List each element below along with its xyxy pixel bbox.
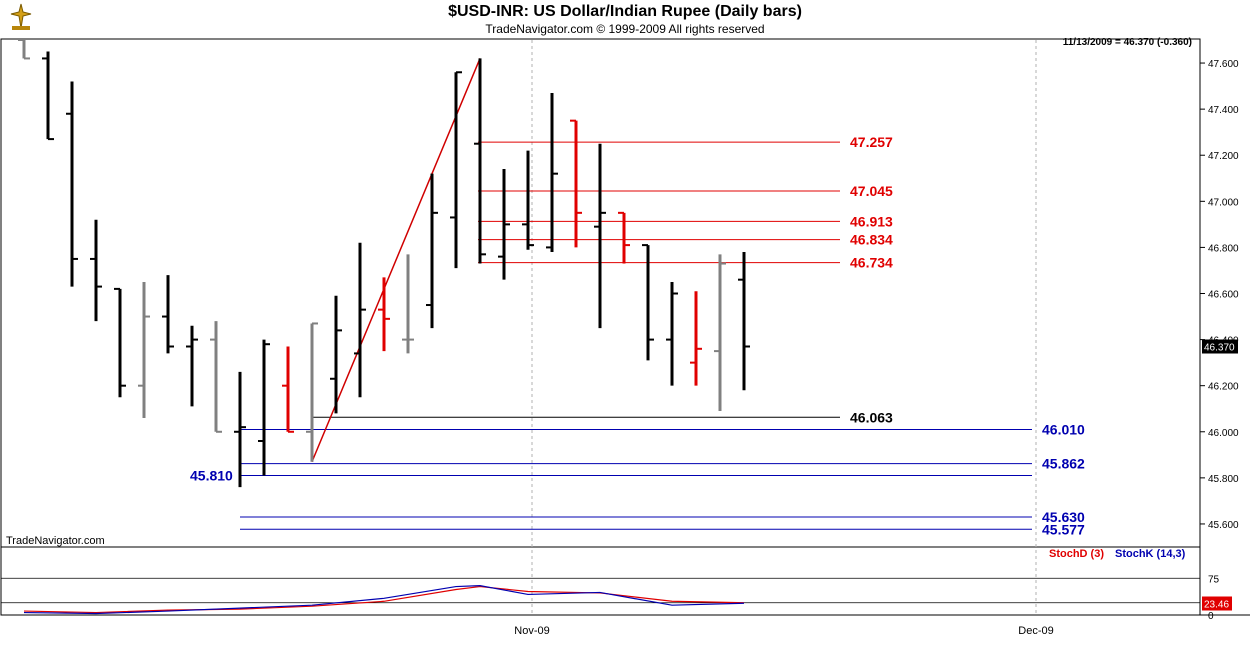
stoch-last-label: 23.46	[1204, 600, 1229, 611]
last-price-info: 11/13/2009 = 46.370 (-0.360)	[1062, 37, 1192, 48]
red-level-label: 46.834	[850, 232, 893, 248]
legend-stochk: StochK (14,3)	[1115, 548, 1186, 560]
y-tick-label: 46.800	[1208, 243, 1239, 254]
stochd-line	[23, 585, 745, 614]
last-price-box	[1202, 339, 1238, 354]
y-tick-label: 47.000	[1208, 197, 1239, 208]
y-tick-label: 45.800	[1208, 474, 1239, 485]
stoch-panel-frame	[0, 546, 1201, 616]
y-tick-label: 46.200	[1208, 382, 1239, 393]
red-level-label: 46.734	[850, 255, 893, 271]
y-tick-label: 45.600	[1208, 520, 1239, 531]
tradenavigator-logo-icon	[10, 3, 32, 30]
blue-level-label: 45.810	[190, 468, 233, 484]
stoch-y-tick-label: 75	[1208, 574, 1220, 585]
brand-label: TradeNavigator.com	[6, 535, 105, 547]
y-tick-label: 47.600	[1208, 59, 1239, 70]
trendline	[311, 58, 481, 463]
x-tick-label: Nov-09	[514, 625, 549, 637]
blue-level-label: 45.577	[1042, 521, 1085, 537]
blue-level-label: 45.630	[1042, 509, 1085, 525]
y-tick-label: 47.400	[1208, 105, 1239, 116]
y-tick-label: 46.000	[1208, 428, 1239, 439]
stochk-line	[23, 584, 745, 615]
red-level-label: 47.045	[850, 183, 893, 199]
stoch-y-tick-label: 0	[1208, 611, 1214, 622]
black-level-label: 46.063	[850, 409, 893, 425]
y-tick-label: 47.200	[1208, 151, 1239, 162]
y-tick-label: 46.600	[1208, 290, 1239, 301]
red-level-label: 47.257	[850, 134, 893, 150]
stoch-last-box	[1202, 596, 1232, 611]
blue-level-label: 46.010	[1042, 421, 1085, 437]
chart-title: $USD-INR: US Dollar/Indian Rupee (Daily …	[448, 3, 802, 20]
legend-stochd: StochD (3)	[1049, 548, 1104, 560]
last-price-label: 46.370	[1204, 343, 1235, 354]
red-level-label: 46.913	[850, 213, 893, 229]
x-tick-label: Dec-09	[1018, 625, 1053, 637]
copyright-notice: TradeNavigator.com © 1999-2009 All right…	[485, 22, 765, 36]
blue-level-label: 45.862	[1042, 456, 1085, 472]
